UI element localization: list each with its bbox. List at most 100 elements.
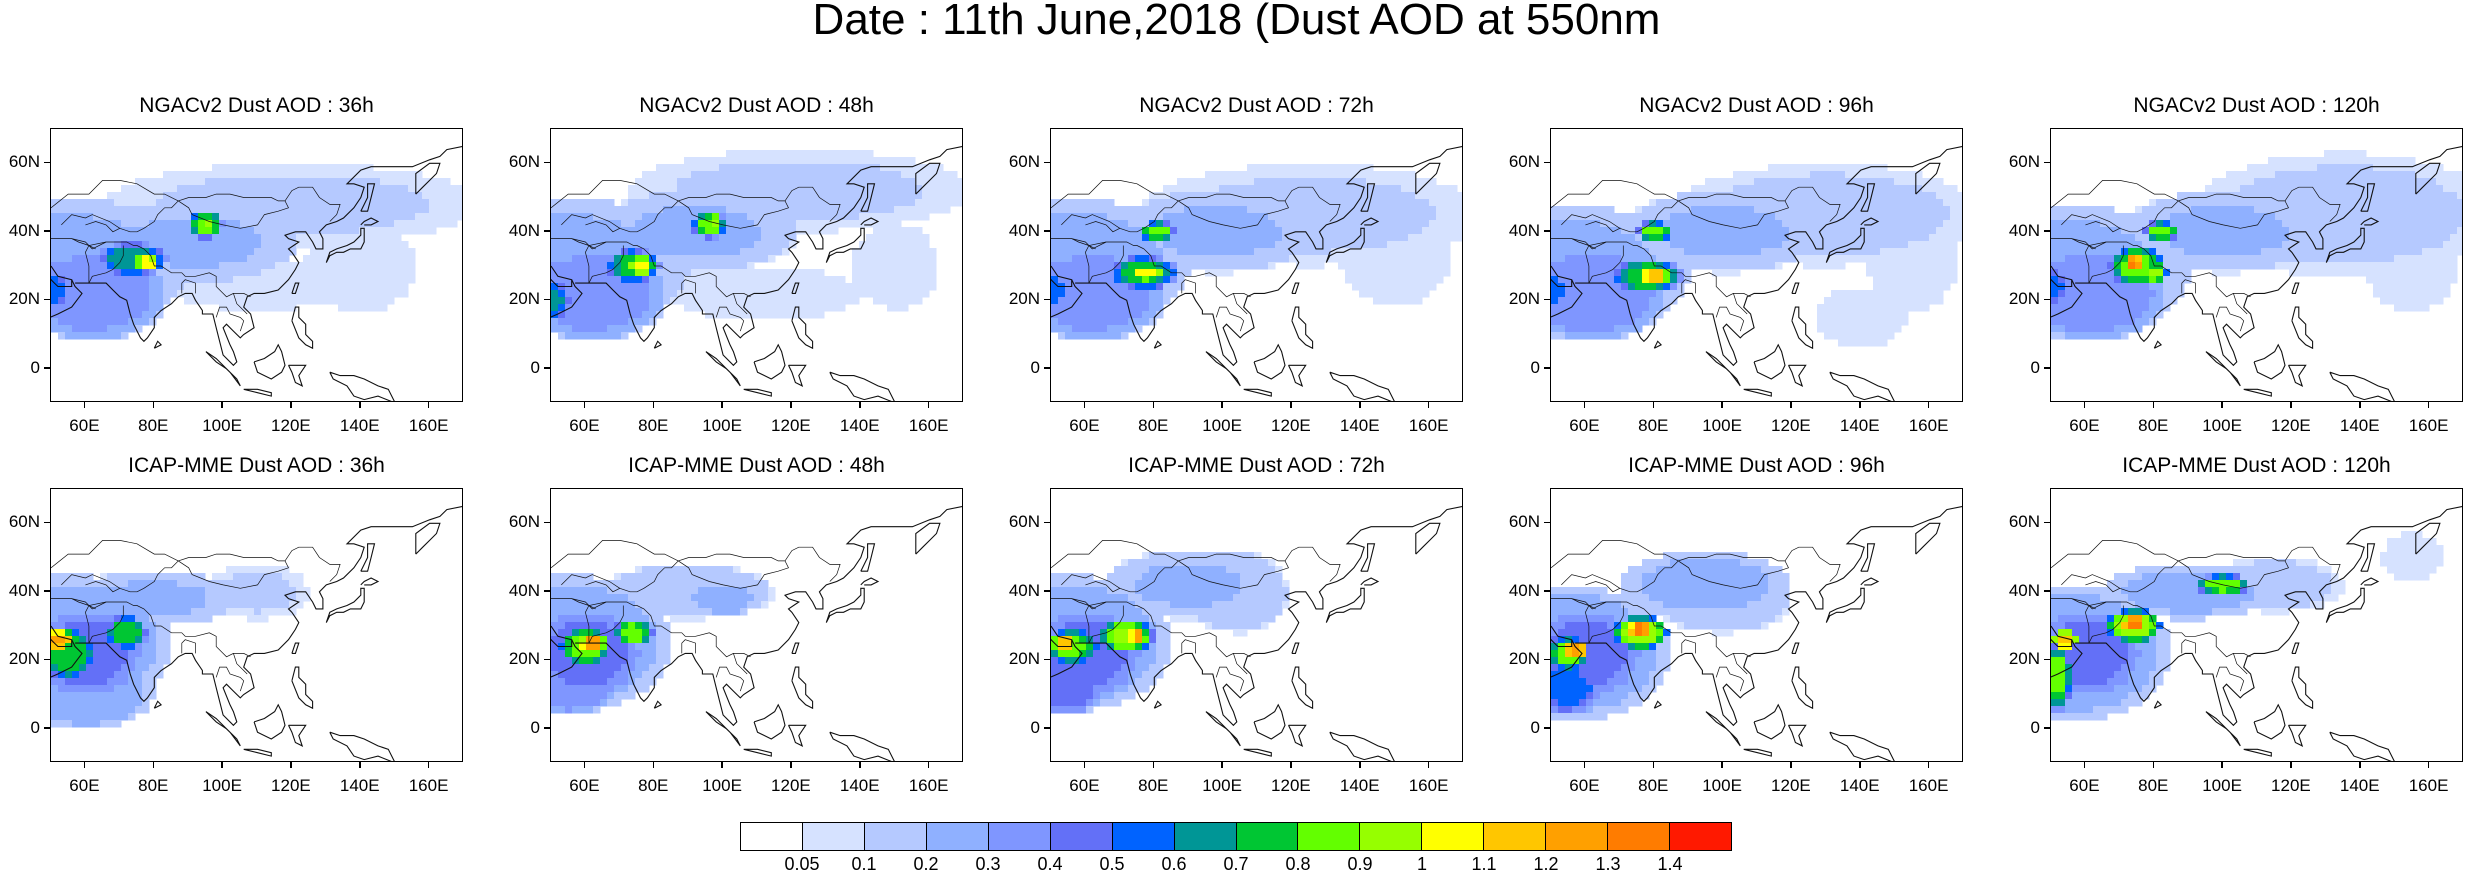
- aod-cell: [1142, 269, 1150, 277]
- aod-cell: [579, 206, 587, 214]
- aod-cell: [1072, 262, 1080, 270]
- aod-cell: [275, 206, 283, 214]
- aod-cell: [1226, 255, 1234, 263]
- aod-cell: [663, 178, 671, 186]
- aod-cell: [719, 213, 727, 221]
- aod-cell: [950, 199, 958, 207]
- aod-cell: [51, 297, 59, 305]
- aod-cell: [429, 213, 437, 221]
- aod-cell: [1408, 185, 1416, 193]
- aod-cell: [1387, 213, 1395, 221]
- aod-cell: [331, 241, 339, 249]
- aod-cell: [663, 297, 671, 305]
- aod-cell: [1572, 227, 1580, 235]
- aod-cell: [191, 192, 199, 200]
- aod-cell: [1219, 178, 1227, 186]
- aod-cell: [803, 297, 811, 305]
- aod-cell: [803, 199, 811, 207]
- aod-cell: [1394, 248, 1402, 256]
- aod-cell: [184, 248, 192, 256]
- aod-cell: [1761, 192, 1769, 200]
- aod-cell: [156, 220, 164, 228]
- aod-cell: [2086, 234, 2094, 242]
- aod-cell: [1859, 332, 1867, 340]
- aod-cell: [142, 318, 150, 326]
- panel-title: NGACv2 Dust AOD : 96h: [1550, 94, 1963, 118]
- aod-cell: [1684, 241, 1692, 249]
- aod-cell: [663, 227, 671, 235]
- aod-cell: [1593, 227, 1601, 235]
- aod-cell: [572, 255, 580, 263]
- aod-cell: [1586, 325, 1594, 333]
- aod-cell: [775, 171, 783, 179]
- aod-cell: [1121, 290, 1129, 298]
- aod-cell: [1296, 206, 1304, 214]
- aod-cell: [712, 283, 720, 291]
- aod-cell: [1579, 311, 1587, 319]
- aod-cell: [698, 185, 706, 193]
- aod-cell: [558, 269, 566, 277]
- aod-cell: [1380, 276, 1388, 284]
- aod-cell: [1831, 318, 1839, 326]
- aod-cell: [1247, 206, 1255, 214]
- aod-cell: [1929, 185, 1937, 193]
- aod-cell: [261, 185, 269, 193]
- aod-cell: [2443, 234, 2451, 242]
- aod-cell: [1838, 185, 1846, 193]
- aod-cell: [824, 213, 832, 221]
- aod-cell: [2156, 220, 2164, 228]
- aod-cell: [338, 164, 346, 172]
- aod-cell: [1184, 213, 1192, 221]
- aod-cell: [761, 248, 769, 256]
- aod-cell: [1635, 297, 1643, 305]
- aod-cell: [79, 311, 87, 319]
- aod-cell: [163, 297, 171, 305]
- aod-cell: [915, 227, 923, 235]
- aod-cell: [121, 185, 129, 193]
- aod-cell: [310, 283, 318, 291]
- aod-cell: [338, 199, 346, 207]
- aod-cell: [1443, 213, 1451, 221]
- aod-cell: [579, 318, 587, 326]
- lat-tick-label: 20N: [1000, 289, 1040, 309]
- aod-cell: [303, 269, 311, 277]
- aod-cell: [79, 262, 87, 270]
- aod-cell: [338, 227, 346, 235]
- aod-cell: [1698, 206, 1706, 214]
- aod-cell: [2219, 220, 2227, 228]
- aod-cell: [1436, 262, 1444, 270]
- aod-cell: [1205, 255, 1213, 263]
- aod-cell: [93, 332, 101, 340]
- aod-cell: [170, 241, 178, 249]
- aod-cell: [796, 199, 804, 207]
- aod-cell: [1051, 227, 1059, 235]
- aod-cell: [908, 276, 916, 284]
- aod-cell: [1894, 290, 1902, 298]
- aod-cell: [373, 283, 381, 291]
- aod-cell: [726, 150, 734, 158]
- aod-cell: [1100, 304, 1108, 312]
- aod-cell: [1100, 325, 1108, 333]
- aod-cell: [1726, 248, 1734, 256]
- aod-cell: [789, 206, 797, 214]
- aod-cell: [2422, 220, 2430, 228]
- aod-cell: [184, 241, 192, 249]
- aod-cell: [1845, 325, 1853, 333]
- aod-cell: [1656, 283, 1664, 291]
- aod-cell: [1135, 220, 1143, 228]
- aod-cell: [1373, 269, 1381, 277]
- aod-cell: [1324, 171, 1332, 179]
- aod-cell: [796, 290, 804, 298]
- aod-cell: [845, 290, 853, 298]
- aod-cell: [1072, 325, 1080, 333]
- aod-cell: [254, 164, 262, 172]
- aod-cell: [457, 206, 463, 214]
- aod-cell: [796, 178, 804, 186]
- aod-cell: [254, 227, 262, 235]
- aod-cell: [838, 290, 846, 298]
- aod-cell: [2170, 213, 2178, 221]
- aod-cell: [1887, 311, 1895, 319]
- aod-cell: [1551, 304, 1559, 312]
- aod-cell: [1733, 248, 1741, 256]
- aod-cell: [705, 311, 713, 319]
